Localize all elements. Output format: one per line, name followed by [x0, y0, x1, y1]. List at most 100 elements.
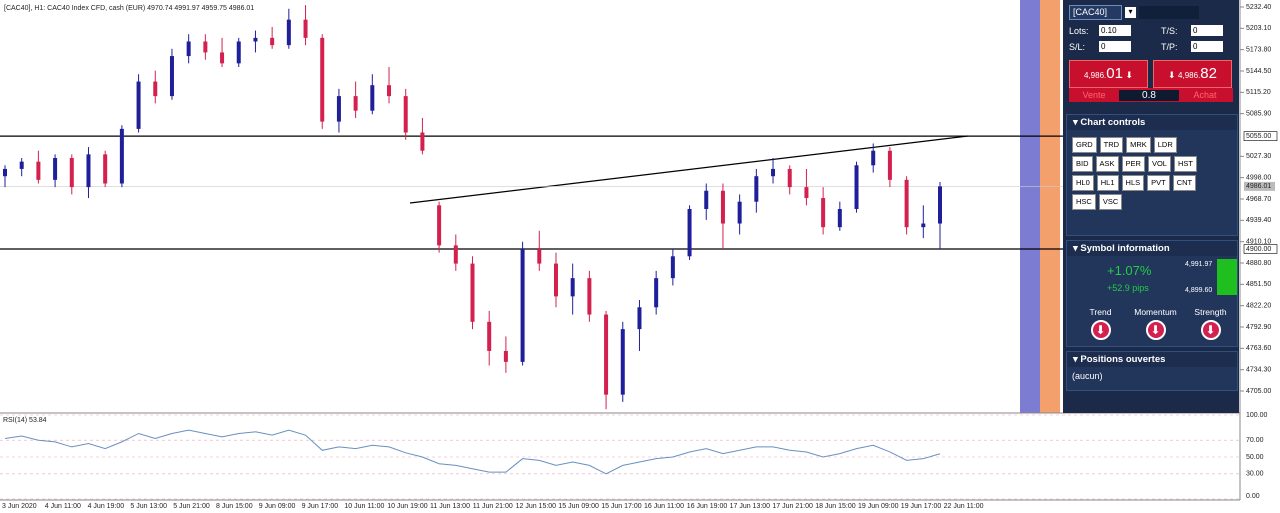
- x-tick-label: 11 Jun 21:00: [473, 503, 513, 510]
- indicator-label: Trend: [1089, 307, 1112, 317]
- price-big: 01: [1106, 65, 1123, 82]
- label: S/L:: [1069, 41, 1086, 52]
- candle-body: [754, 176, 759, 202]
- y-tick-label: 30.00: [1246, 471, 1264, 478]
- y-tick-label: 4705.00: [1246, 388, 1271, 395]
- indicator: Strength ⬇: [1183, 307, 1238, 340]
- y-tick-label: 4968.70: [1246, 196, 1271, 203]
- button[interactable]: HSC: [1072, 194, 1096, 210]
- candle-body: [69, 158, 74, 188]
- candle-body: [403, 96, 408, 133]
- x-tick-label: 16 Jun 19:00: [687, 503, 728, 510]
- price-small: 4,986.: [1084, 71, 1107, 80]
- button[interactable]: HST: [1173, 156, 1197, 172]
- label: T/P:: [1161, 41, 1178, 52]
- candle-body: [871, 150, 876, 166]
- button[interactable]: PVT: [1147, 175, 1170, 191]
- section-title: ▾ Positions ouvertes: [1067, 352, 1237, 367]
- candle-body: [537, 249, 542, 264]
- x-tick-label: 3 Jun 2020: [2, 503, 37, 510]
- candle-body: [837, 208, 842, 228]
- sell-label: Vente: [1082, 90, 1106, 100]
- last-price-box: [1244, 181, 1275, 191]
- x-tick-label: 17 Jun 21:00: [772, 503, 813, 510]
- candle-body: [286, 19, 291, 46]
- button[interactable]: BID: [1072, 156, 1093, 172]
- button-row: HL0 HL1 HLS PVT CNT: [1072, 175, 1232, 191]
- button[interactable]: HLS: [1121, 175, 1145, 191]
- button[interactable]: CNT: [1172, 175, 1197, 191]
- candle-body: [704, 190, 709, 209]
- high: 4,991.97: [1185, 261, 1213, 268]
- button[interactable]: HL0: [1072, 175, 1094, 191]
- y-tick-label: 4734.30: [1246, 367, 1271, 374]
- rsi-title: RSI(14) 53.84: [3, 417, 47, 424]
- y-tick-label: 4998.00: [1246, 175, 1271, 182]
- field: [1139, 6, 1199, 19]
- candle-body: [220, 52, 225, 64]
- low: 4,899.60: [1185, 287, 1213, 294]
- button[interactable]: LDR: [1153, 137, 1177, 153]
- x-tick-label: 9 Jun 17:00: [302, 503, 339, 510]
- pips: +52.9 pips: [1107, 283, 1149, 293]
- candle-body: [119, 128, 124, 184]
- strip-blue: [1020, 0, 1040, 413]
- y-tick-label: 5027.30: [1246, 153, 1271, 160]
- x-tick-label: 17 Jun 13:00: [730, 503, 771, 510]
- dropdown[interactable]: ▾: [1125, 7, 1136, 18]
- button[interactable]: PER: [1121, 156, 1145, 172]
- button[interactable]: VSC: [1098, 194, 1123, 210]
- candle-body: [36, 161, 41, 180]
- candle-body: [453, 245, 458, 264]
- chart-header: [CAC40], H1: CAC40 Index CFD, cash (EUR)…: [4, 5, 254, 12]
- candle-body: [620, 329, 625, 395]
- candle-body: [203, 41, 208, 53]
- candle-body: [420, 132, 425, 151]
- y-tick-label: 4763.60: [1246, 345, 1271, 352]
- strip-orange: [1040, 0, 1060, 413]
- indicator: Trend ⬇: [1073, 307, 1128, 340]
- button[interactable]: HL1: [1096, 175, 1119, 191]
- trade-panel: [CAC40] ▾ Lots: 0.10 T/S: 0 S/L: 0 T/P: 0 4,986…: [1063, 0, 1239, 413]
- buy-button[interactable]: ⬇ 4,986.82: [1153, 60, 1232, 88]
- candle-body: [470, 263, 475, 322]
- y-tick-label: 5203.10: [1246, 25, 1271, 32]
- y-tick-label: 4939.40: [1246, 217, 1271, 224]
- y-tick-label: 4880.80: [1246, 260, 1271, 267]
- button[interactable]: GRD: [1072, 137, 1097, 153]
- x-tick-label: 19 Jun 17:00: [901, 503, 942, 510]
- candle-body: [253, 37, 258, 42]
- symbol-select[interactable]: [CAC40]: [1069, 5, 1122, 20]
- candle-body: [570, 278, 575, 297]
- button[interactable]: ASK: [1095, 156, 1119, 172]
- x-tick-label: 12 Jun 15:00: [516, 503, 557, 510]
- y-tick-label: 5144.50: [1246, 68, 1271, 75]
- candle-body: [86, 154, 91, 188]
- plot: 5232.40 5203.10 5173.80 5144.50 5115.20 5085.…: [0, 4, 1278, 510]
- input[interactable]: 0.10: [1099, 25, 1131, 36]
- input[interactable]: 0: [1099, 41, 1131, 52]
- button[interactable]: VOL: [1147, 156, 1171, 172]
- indicator: Momentum ⬇: [1128, 307, 1183, 340]
- candle-body: [353, 96, 358, 111]
- candle-body: [303, 19, 308, 38]
- buy-label: Achat: [1193, 90, 1217, 100]
- change: +1.07%: [1107, 263, 1152, 278]
- button-row: BID ASK PER VOL HST: [1072, 156, 1232, 172]
- candle-body: [771, 168, 776, 177]
- sell-button[interactable]: 4,986.01 ⬇: [1069, 60, 1148, 88]
- last-price-label: 4986.01: [1246, 183, 1271, 190]
- input[interactable]: 0: [1191, 41, 1223, 52]
- indicator-label: Momentum: [1134, 307, 1177, 317]
- input[interactable]: 0: [1191, 25, 1223, 36]
- button[interactable]: MRK: [1126, 137, 1151, 153]
- indicator-icon: ⬇: [1200, 320, 1221, 340]
- candle-body: [804, 187, 809, 199]
- candle-body: [737, 201, 742, 224]
- candle-body: [604, 314, 609, 395]
- section-title: ▾ Symbol information: [1067, 241, 1237, 256]
- button[interactable]: TRD: [1099, 137, 1124, 153]
- candle-body: [553, 263, 558, 297]
- candle-body: [103, 154, 108, 184]
- section-title-text: Positions ouvertes: [1080, 354, 1166, 365]
